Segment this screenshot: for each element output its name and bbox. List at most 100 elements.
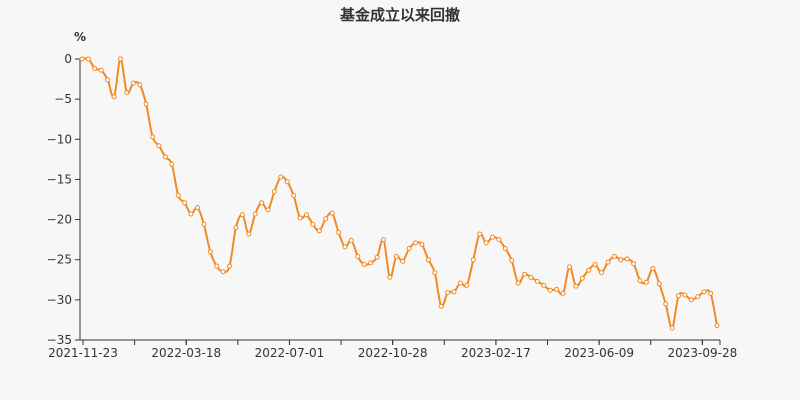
data-point xyxy=(143,101,149,107)
data-point xyxy=(541,282,547,288)
x-tick-label: 2023-02-17 xyxy=(461,346,531,360)
data-point xyxy=(528,274,534,280)
data-point xyxy=(669,325,675,331)
data-point xyxy=(182,200,188,206)
data-point xyxy=(560,290,566,296)
data-point xyxy=(496,237,502,243)
data-point xyxy=(592,262,598,267)
data-point xyxy=(509,258,515,263)
data-point xyxy=(419,242,425,247)
data-point xyxy=(323,216,329,222)
data-point xyxy=(605,259,611,265)
data-point xyxy=(227,263,232,269)
data-point xyxy=(663,301,669,307)
data-point xyxy=(188,211,194,217)
y-tick-label: −35 xyxy=(47,333,72,347)
y-tick-label: −30 xyxy=(47,293,72,307)
data-point xyxy=(393,254,399,259)
data-point xyxy=(195,205,200,210)
data-point xyxy=(457,280,463,286)
data-point xyxy=(162,154,168,160)
data-point xyxy=(118,56,123,62)
data-point xyxy=(297,215,303,221)
data-point xyxy=(682,292,688,298)
y-tick-label: −5 xyxy=(54,92,72,106)
data-point xyxy=(451,289,457,295)
data-point xyxy=(676,293,681,299)
y-tick-label: −10 xyxy=(47,132,72,146)
series-layer xyxy=(79,56,720,331)
data-point xyxy=(111,94,117,100)
data-point xyxy=(214,263,220,269)
data-point xyxy=(342,244,348,250)
x-tick-label: 2023-06-09 xyxy=(564,346,634,360)
data-point xyxy=(316,228,322,234)
y-tick-label: −15 xyxy=(47,172,72,186)
data-point xyxy=(150,134,156,140)
chart-title: 基金成立以来回撤 xyxy=(339,6,460,24)
data-point xyxy=(554,286,560,292)
data-point xyxy=(169,161,175,167)
data-point xyxy=(695,294,701,300)
data-point xyxy=(85,56,91,62)
x-tick-label: 2023-09-28 xyxy=(667,346,737,360)
data-point xyxy=(310,221,316,227)
data-point xyxy=(438,303,444,309)
data-point xyxy=(656,281,662,287)
data-point xyxy=(445,290,451,296)
y-tick-label: −20 xyxy=(47,213,72,227)
data-point xyxy=(175,193,181,198)
data-point xyxy=(348,237,354,243)
x-tick-label: 2022-07-01 xyxy=(255,346,325,360)
data-point xyxy=(406,246,412,251)
data-point xyxy=(304,212,309,218)
data-point xyxy=(624,256,630,262)
data-point xyxy=(413,240,418,246)
data-point xyxy=(361,262,367,267)
x-tick-label: 2022-10-28 xyxy=(358,346,428,360)
data-point xyxy=(156,143,162,149)
data-point xyxy=(259,200,265,206)
x-tick-label: 2022-03-18 xyxy=(151,346,221,360)
data-point xyxy=(207,249,213,255)
data-point xyxy=(464,282,470,288)
data-point xyxy=(567,264,572,270)
data-point xyxy=(470,257,476,263)
data-point xyxy=(381,237,386,243)
data-point xyxy=(329,210,335,216)
y-tick-label: 0 xyxy=(64,52,72,66)
data-point xyxy=(547,287,553,293)
data-point xyxy=(502,246,508,251)
data-point xyxy=(618,257,624,263)
data-point xyxy=(650,266,656,271)
data-point xyxy=(586,267,592,273)
data-point xyxy=(137,82,143,88)
data-point xyxy=(515,280,521,286)
data-point xyxy=(637,278,643,284)
data-point xyxy=(714,323,720,328)
data-point xyxy=(105,77,111,83)
data-point xyxy=(252,211,258,217)
data-point xyxy=(387,274,393,280)
data-point xyxy=(130,80,136,86)
data-point xyxy=(233,225,239,231)
data-point xyxy=(284,179,290,185)
data-point xyxy=(92,66,98,72)
data-point xyxy=(239,212,245,218)
data-point xyxy=(124,90,130,96)
data-point xyxy=(432,270,438,276)
data-point xyxy=(688,297,694,303)
data-point xyxy=(579,275,585,281)
data-point xyxy=(271,189,277,194)
data-point xyxy=(425,257,431,263)
data-point xyxy=(278,174,284,180)
data-point xyxy=(79,56,85,62)
data-point xyxy=(220,269,226,275)
data-point xyxy=(400,258,406,264)
x-tick-label: 2021-11-23 xyxy=(48,346,118,360)
y-tick-label: −25 xyxy=(47,253,72,267)
data-point xyxy=(611,254,617,259)
